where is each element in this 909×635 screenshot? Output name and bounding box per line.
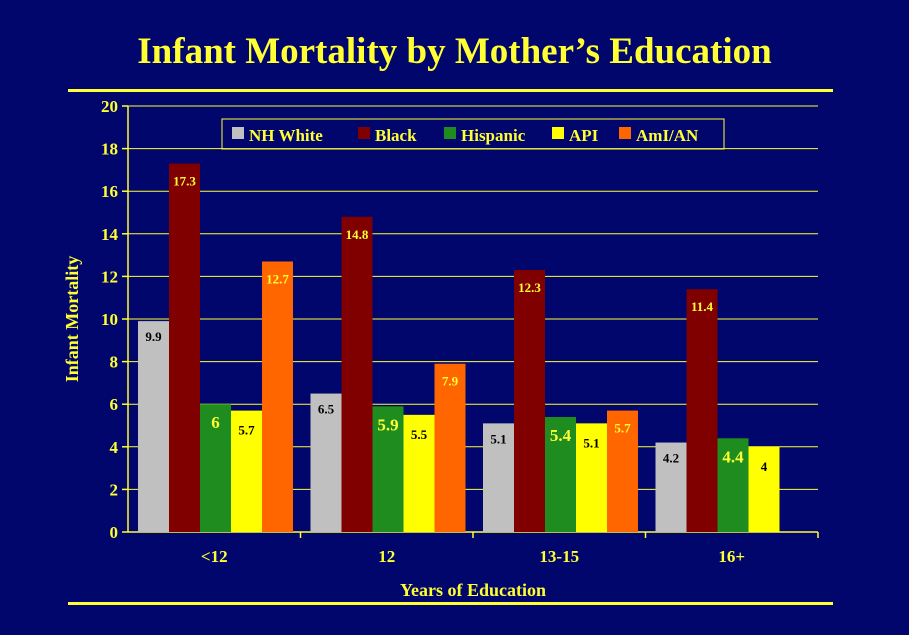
bar [607,410,638,532]
legend-swatch [552,127,564,139]
bar [434,363,466,532]
data-label: 9.9 [145,329,162,344]
page-title: Infant Mortality by Mother’s Education [137,31,772,72]
x-tick-label: 12 [378,547,395,566]
y-tick-label: 12 [101,267,118,286]
y-tick-label: 18 [101,140,118,159]
legend-label: API [569,126,599,145]
bar [748,446,780,532]
data-label: 6.5 [318,402,335,417]
data-label: 11.4 [691,299,714,314]
data-label: 14.8 [346,227,369,242]
data-label: 7.9 [442,374,459,389]
x-tick-label: 16+ [718,547,745,566]
legend-label: Black [375,126,417,145]
y-tick-label: 0 [110,523,119,542]
bar [403,414,435,532]
y-tick-label: 4 [110,438,119,457]
data-label: 12.3 [518,280,541,295]
legend-label: AmI/AN [636,126,699,145]
bar [138,321,169,532]
bar [372,406,404,532]
x-tick-label: 13-15 [539,547,579,566]
y-tick-label: 8 [110,353,119,372]
bar [483,423,514,532]
data-label: 5.9 [377,415,398,434]
legend-swatch [358,127,370,139]
data-label: 5.7 [614,421,631,436]
x-tick-label: <12 [201,547,228,566]
y-tick-label: 20 [101,97,118,116]
bar [545,416,576,532]
legend-swatch [444,127,456,139]
data-label: 5.5 [411,427,428,442]
bar [514,270,545,532]
bar [717,438,749,532]
y-tick-label: 16 [101,182,118,201]
legend-swatch [232,127,244,139]
data-label: 4 [761,459,768,474]
bar [310,393,342,532]
data-label: 4.4 [722,447,744,466]
data-label: 6 [211,413,220,432]
bar [200,404,231,532]
y-tick-label: 14 [101,225,119,244]
data-label: 5.7 [238,423,255,438]
title-underline [68,89,833,92]
bar [169,163,200,532]
x-axis-title: Years of Education [400,580,546,600]
y-tick-label: 6 [110,395,119,414]
y-tick-label: 2 [110,480,119,499]
bar [686,289,718,532]
data-label: 17.3 [173,174,196,189]
bar [576,423,607,532]
data-label: 12.7 [266,271,289,286]
data-label: 5.4 [550,426,572,445]
y-axis-title: Infant Mortality [62,256,82,382]
data-label: 5.1 [583,435,599,450]
legend-box [221,118,725,150]
bar [341,216,373,532]
legend-swatch [619,127,631,139]
bar [231,410,262,532]
legend-label: Hispanic [461,126,526,145]
data-label: 4.2 [663,451,679,466]
y-tick-label: 10 [101,310,118,329]
legend-label: NH White [249,126,323,145]
bottom-rule [68,602,833,605]
bar [262,261,293,532]
bar [655,442,687,532]
data-label: 5.1 [490,431,506,446]
